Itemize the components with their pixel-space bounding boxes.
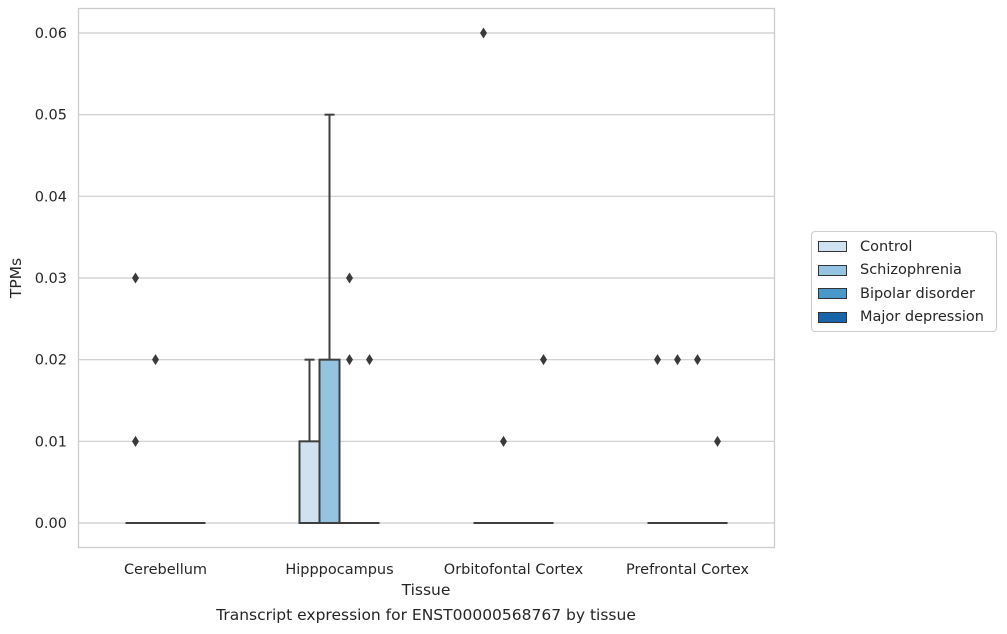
outlier-cerebellum-control [132, 435, 139, 447]
legend-swatch-schizophrenia [818, 264, 847, 276]
plot-area-frame [77, 7, 776, 549]
y-tick-label: 0.04 [35, 189, 67, 205]
outlier-prefrontal-cortex-schizophrenia [674, 354, 681, 366]
outliers [132, 27, 721, 447]
legend-swatch-major-depression [818, 311, 847, 323]
box-hipppocampus-schizophrenia [318, 358, 341, 524]
x-tick-label-cerebellum: Cerebellum [124, 562, 207, 578]
box-hipppocampus-control [298, 440, 321, 525]
y-tick-label: 0.03 [35, 271, 67, 287]
outlier-cerebellum-control [132, 272, 139, 284]
legend-label-schizophrenia: Schizophrenia [860, 262, 962, 279]
y-axis-label: TPMs [7, 258, 25, 299]
legend-item-major-depression: Major depression [812, 306, 996, 330]
outlier-orbitofontal-cortex-schizophrenia [500, 435, 507, 447]
y-tick-label: 0.01 [35, 434, 67, 450]
x-tick-label-orbitofontal-cortex: Orbitofontal Cortex [444, 562, 584, 578]
outlier-prefrontal-cortex-bipolar-disorder [694, 354, 701, 366]
chart-caption: Transcript expression for ENST0000056876… [216, 606, 636, 624]
legend-label-bipolar-disorder: Bipolar disorder [860, 285, 975, 302]
outlier-cerebellum-schizophrenia [152, 354, 159, 366]
outlier-hipppocampus-major-depression [366, 354, 373, 366]
legend-item-bipolar-disorder: Bipolar disorder [812, 282, 996, 306]
outlier-hipppocampus-bipolar-disorder [346, 354, 353, 366]
x-tick-label-prefrontal-cortex: Prefrontal Cortex [626, 562, 749, 578]
y-tick-label: 0.05 [35, 108, 67, 124]
outlier-orbitofontal-cortex-control [480, 27, 487, 39]
legend-label-control: Control [860, 238, 913, 255]
x-axis-ticks: Cerebellum Hipppocampus Orbitofontal Corte… [124, 562, 749, 578]
legend: Control Schizophrenia Bipolar disorder M… [811, 231, 997, 332]
x-tick-label-hipppocampus: Hipppocampus [285, 562, 393, 578]
y-tick-label: 0.00 [35, 516, 67, 532]
outlier-hipppocampus-bipolar-disorder [346, 272, 353, 284]
outlier-orbitofontal-cortex-major-depression [540, 354, 547, 366]
legend-item-control: Control [812, 235, 996, 259]
grid-lines [78, 32, 775, 524]
x-axis-label: Tissue [401, 581, 451, 599]
boxes [125, 113, 728, 525]
legend-item-schizophrenia: Schizophrenia [812, 259, 996, 283]
legend-swatch-bipolar-disorder [818, 288, 847, 300]
y-tick-label: 0.02 [35, 353, 67, 369]
legend-swatch-control [818, 241, 847, 253]
y-axis-ticks: 0.00 0.01 0.02 0.03 0.04 0.05 0.06 [35, 26, 67, 532]
outlier-prefrontal-cortex-major-depression [714, 435, 721, 447]
legend-label-major-depression: Major depression [860, 309, 984, 326]
y-tick-label: 0.06 [35, 26, 67, 42]
outlier-prefrontal-cortex-control [654, 354, 661, 366]
